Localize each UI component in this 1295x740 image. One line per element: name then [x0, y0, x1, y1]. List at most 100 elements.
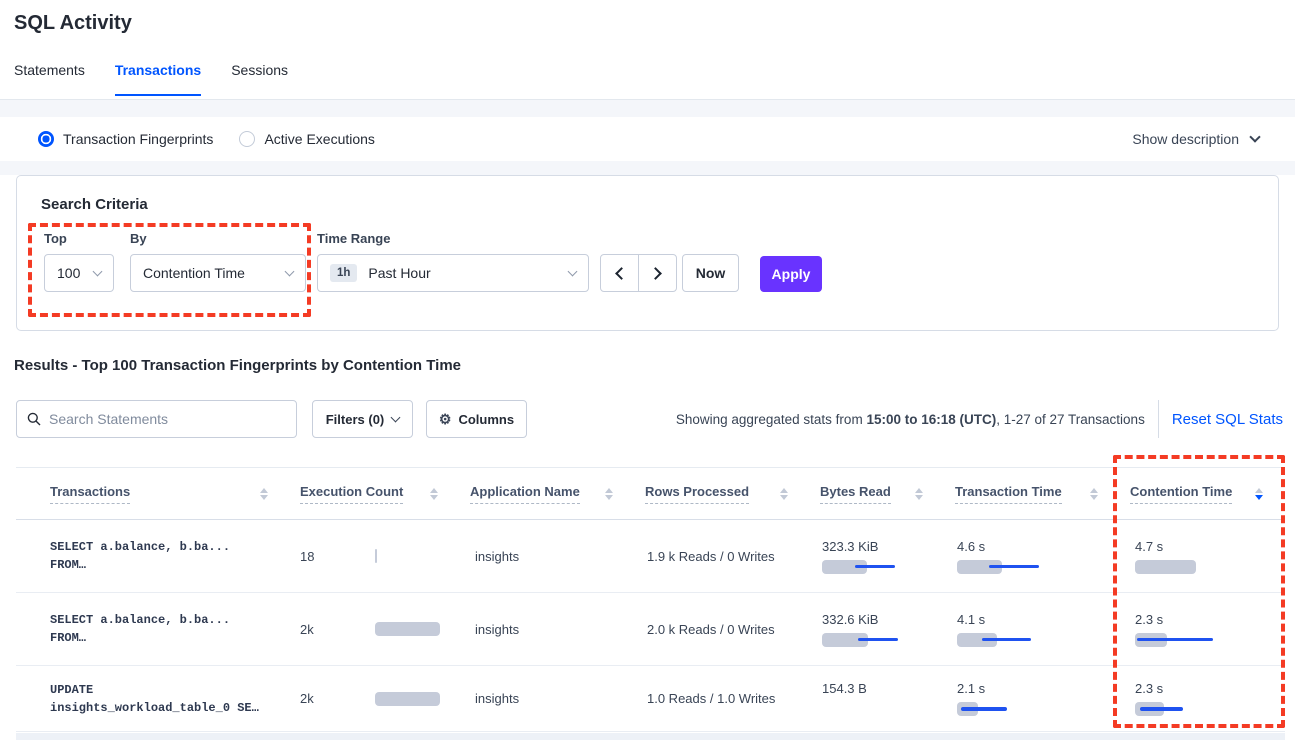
column-header-transaction-time[interactable]: Transaction Time: [945, 484, 1120, 504]
bytes-read-bar: [822, 559, 932, 574]
top-select[interactable]: 100: [44, 254, 114, 292]
time-range-select[interactable]: 1h Past Hour: [317, 254, 589, 292]
radio-selected-icon: [38, 131, 54, 147]
columns-button[interactable]: ⚙ Columns: [426, 400, 527, 438]
rows-processed-cell: 1.9 k Reads / 0 Writes: [647, 548, 775, 564]
gear-icon: ⚙: [438, 411, 452, 427]
radio-transaction-fingerprints[interactable]: Transaction Fingerprints: [38, 131, 213, 147]
apply-button[interactable]: Apply: [760, 256, 822, 292]
reset-sql-stats-link[interactable]: Reset SQL Stats: [1171, 410, 1283, 428]
chevron-down-icon: [1249, 131, 1261, 143]
search-criteria-card: Search Criteria Top 100 By Contention Ti…: [16, 175, 1279, 331]
transaction-query-link[interactable]: UPDATE insights_workload_table_0 SE…: [50, 682, 259, 715]
contention-time-cell: 4.7 s: [1120, 520, 1285, 592]
contention-time-cell: 2.3 s: [1120, 666, 1285, 731]
table-row: SELECT a.balance, b.ba... FROM… 18 insig…: [16, 520, 1285, 593]
time-range-value: Past Hour: [368, 265, 431, 281]
next-row-edge: [16, 733, 1285, 740]
bytes-read-cell: 154.3 B: [822, 681, 867, 696]
chevron-down-icon: [390, 412, 401, 422]
table-row: SELECT a.balance, b.ba... FROM… 2k insig…: [16, 593, 1285, 666]
transaction-time-bar: [957, 702, 1067, 716]
transaction-time-bar: [957, 632, 1067, 647]
radio-label: Transaction Fingerprints: [63, 131, 214, 147]
show-description-label: Show description: [1132, 131, 1239, 147]
chevron-right-icon: [649, 266, 662, 280]
contention-time-bar: [1135, 702, 1245, 716]
search-statements-input[interactable]: [49, 411, 286, 427]
tab-transactions[interactable]: Transactions: [114, 62, 202, 96]
show-description-toggle[interactable]: Show description: [1132, 131, 1261, 147]
time-range-label: Time Range: [317, 231, 391, 246]
time-range-value-group: 1h Past Hour: [330, 264, 431, 282]
rows-processed-cell: 2.0 k Reads / 0 Writes: [647, 621, 775, 637]
top-select-value: 100: [57, 265, 81, 281]
column-header-execution-count[interactable]: Execution Count: [290, 484, 460, 504]
sort-icon: [1090, 487, 1098, 500]
page-title: SQL Activity: [14, 12, 132, 34]
transaction-time-cell: 2.1 s: [945, 666, 1120, 731]
vertical-divider: [1157, 400, 1159, 438]
column-header-transactions[interactable]: Transactions: [16, 484, 290, 504]
radio-unselected-icon: [239, 131, 256, 147]
application-name-cell: insights: [475, 621, 520, 637]
contention-time-cell: 2.3 s: [1120, 593, 1285, 665]
execution-count-cell: 2k: [290, 666, 460, 731]
chevron-left-icon: [615, 266, 628, 280]
by-select[interactable]: Contention Time: [130, 254, 306, 292]
application-name-cell: insights: [475, 691, 520, 706]
execution-count-bar: [375, 622, 455, 636]
sort-icon: [780, 487, 788, 500]
time-prev-button[interactable]: [601, 255, 639, 291]
transaction-time-cell: 4.1 s: [945, 593, 1120, 665]
column-header-application-name[interactable]: Application Name: [460, 484, 635, 504]
execution-count-cell: 2k: [290, 593, 460, 665]
sort-icon-active-desc: [1255, 487, 1263, 500]
transaction-time-cell: 4.6 s: [945, 520, 1120, 592]
contention-time-bar: [1135, 559, 1245, 574]
tab-statements[interactable]: Statements: [14, 62, 85, 78]
transaction-query-link[interactable]: SELECT a.balance, b.ba... FROM…: [50, 613, 231, 645]
chevron-down-icon: [567, 266, 578, 276]
radio-label: Active Executions: [264, 131, 375, 147]
top-label: Top: [44, 231, 67, 246]
rows-processed-cell: 1.0 Reads / 1.0 Writes: [647, 691, 776, 706]
execution-count-bar: [375, 691, 455, 706]
time-range-badge: 1h: [330, 264, 358, 282]
table-row: UPDATE insights_workload_table_0 SE… 2k …: [16, 666, 1285, 732]
column-header-rows-processed[interactable]: Rows Processed: [635, 484, 810, 504]
stats-row: Showing aggregated stats from 15:00 to 1…: [650, 400, 1283, 438]
columns-label: Columns: [458, 411, 515, 427]
transaction-query-link[interactable]: SELECT a.balance, b.ba... FROM…: [50, 540, 231, 572]
search-icon: [27, 412, 41, 426]
by-label: By: [130, 231, 147, 246]
radio-active-executions[interactable]: Active Executions: [239, 131, 375, 147]
contention-time-bar: [1135, 632, 1245, 647]
filters-button[interactable]: Filters (0): [312, 400, 413, 438]
tab-divider: [0, 99, 1295, 100]
filters-label: Filters (0): [325, 411, 385, 427]
column-header-contention-time[interactable]: Contention Time: [1120, 484, 1285, 504]
now-button[interactable]: Now: [682, 254, 739, 292]
search-criteria-title: Search Criteria: [41, 196, 148, 213]
view-toggle-bar: Transaction Fingerprints Active Executio…: [0, 117, 1295, 161]
chevron-down-icon: [284, 266, 295, 276]
bytes-read-cell: 323.3 KiB: [810, 520, 945, 592]
time-nav-group: [600, 254, 677, 292]
sort-icon: [430, 487, 438, 500]
results-heading: Results - Top 100 Transaction Fingerprin…: [14, 357, 462, 374]
transactions-table: Transactions Execution Count Application…: [16, 467, 1285, 732]
application-name-cell: insights: [475, 548, 520, 564]
execution-count-bar: [375, 549, 455, 563]
search-statements-box: [16, 400, 297, 438]
column-header-bytes-read[interactable]: Bytes Read: [810, 484, 945, 504]
sort-icon: [260, 487, 268, 500]
execution-count-cell: 18: [290, 520, 460, 592]
chevron-down-icon: [92, 266, 103, 276]
table-header-row: Transactions Execution Count Application…: [16, 468, 1285, 520]
time-next-button[interactable]: [639, 255, 676, 291]
tab-sessions[interactable]: Sessions: [231, 62, 289, 78]
aggregated-stats-text: Showing aggregated stats from 15:00 to 1…: [675, 411, 1145, 427]
sort-icon: [605, 487, 613, 500]
